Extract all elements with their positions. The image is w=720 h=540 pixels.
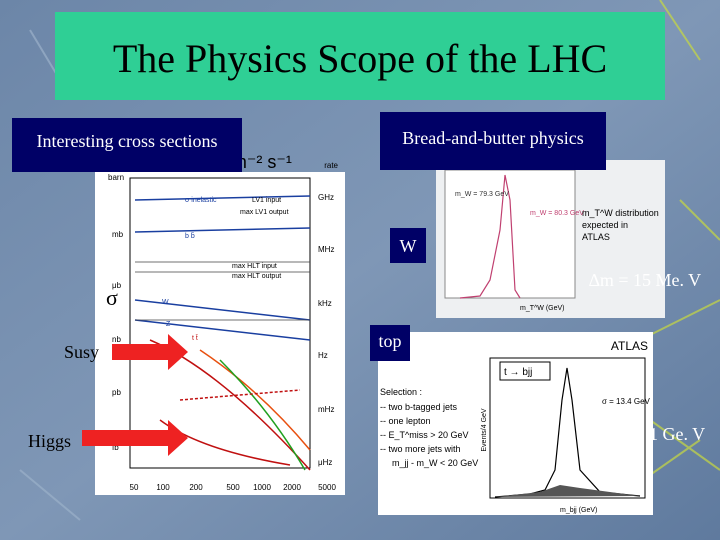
decay: t → bjj (504, 367, 532, 378)
x-tick-label: 100 (156, 483, 170, 492)
cross-section-plot: 10³⁴ cm⁻² s⁻¹ rate σ barn mb μb nb pb fb… (95, 152, 345, 495)
plot-frame (489, 357, 646, 499)
title: The Physics Scope of the LHC (113, 36, 607, 81)
top-mass-plot: t → bjj ATLAS σ = 13.4 GeV m_bjj (GeV) E… (378, 332, 653, 515)
title-box (55, 12, 665, 100)
right-axis-label: MHz (318, 245, 334, 254)
x-tick-label: 5000 (318, 483, 336, 492)
note: ATLAS (582, 232, 610, 242)
curve-label: max LV1 output (240, 209, 289, 216)
plot-frame (444, 169, 576, 299)
selection-item: -- one lepton (380, 416, 431, 426)
label-box (12, 118, 242, 172)
curve-label: b b̄ (185, 232, 195, 240)
right-axis-label: μHz (318, 458, 332, 467)
sigma: σ (106, 285, 118, 310)
left-axis-label: barn (108, 173, 124, 182)
selection-item: -- two b-tagged jets (380, 402, 458, 412)
label: Susy (64, 342, 99, 362)
right-axis-label: mHz (318, 405, 334, 414)
x-tick-label: 2000 (283, 483, 301, 492)
curve-label: max HLT input (232, 263, 277, 270)
right-axis-label: kHz (318, 299, 332, 308)
rate-label: rate (324, 161, 338, 170)
label-box (380, 112, 606, 170)
decay-box (499, 361, 551, 381)
x-tick-label: 200 (189, 483, 203, 492)
label-box (370, 325, 410, 361)
plot-frame (129, 177, 311, 469)
curve-label: t t̄ (192, 334, 198, 342)
label-box (390, 228, 426, 263)
y-axis-label: Events/4 GeV (481, 408, 488, 452)
label: Higgs (28, 431, 71, 451)
histogram (494, 367, 641, 498)
curve-label: W (162, 299, 169, 306)
arrow (112, 334, 188, 370)
selection-item: m_jj - m_W < 20 GeV (392, 458, 478, 468)
curve-label: σ inelastic (185, 197, 217, 204)
w-mass-plot: m_W = 79.3 GeV m_W = 80.3 GeV m_T^W dist… (436, 160, 665, 318)
mass-label: m_W = 79.3 GeV (455, 191, 509, 198)
label: top (378, 331, 401, 351)
label: ∆m = 15 Me. V (589, 270, 701, 290)
x-tick-label: 50 (130, 483, 139, 492)
left-axis-label: mb (112, 230, 124, 239)
label: Bread-and-butter physics (402, 128, 583, 148)
left-axis-label: pb (112, 388, 121, 397)
width: σ = 13.4 GeV (602, 397, 651, 406)
selection-item: -- two more jets with (380, 444, 461, 454)
label: ∆m = 1 Ge. V (605, 424, 705, 444)
selection-title: Selection : (380, 387, 422, 397)
label: Interesting cross sections (37, 131, 218, 151)
label: W (400, 236, 417, 256)
curve-label: Z (166, 321, 171, 328)
x-tick-label: 1000 (253, 483, 271, 492)
histogram (459, 174, 521, 299)
right-axis-label: GHz (318, 193, 334, 202)
x-axis-label: m_T^W (GeV) (520, 305, 565, 312)
x-tick-label: 500 (226, 483, 240, 492)
curve-label: LV1 input (252, 197, 281, 204)
selection-item: -- E_T^miss > 20 GeV (380, 430, 469, 440)
note: m_T^W distribution (582, 208, 659, 218)
note: expected in (582, 220, 628, 230)
left-axis-label: μb (112, 281, 122, 290)
left-axis-label: fb (112, 443, 119, 452)
curve-label: max HLT output (232, 273, 281, 280)
curves (134, 195, 311, 471)
x-axis-label: m_bjj (GeV) (560, 507, 597, 514)
mass-label: m_W = 80.3 GeV (530, 210, 584, 217)
arrow (82, 420, 188, 456)
background-histogram (495, 485, 640, 497)
left-axis-label: nb (112, 335, 121, 344)
right-axis-label: Hz (318, 351, 328, 360)
experiment: ATLAS (611, 339, 648, 353)
